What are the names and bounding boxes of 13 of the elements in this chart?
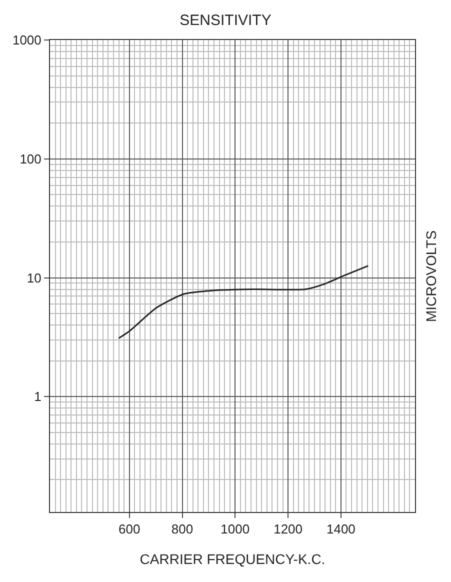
x-tick-label: 1000 <box>220 522 250 537</box>
x-axis-title: CARRIER FREQUENCY-K.C. <box>140 551 326 567</box>
y-tick-label: 10 <box>26 270 42 286</box>
y-tick-label: 100 <box>20 151 42 166</box>
line-series <box>118 265 369 339</box>
x-tick-label: 800 <box>171 522 194 537</box>
chart-title: SENSITIVITY <box>180 12 272 30</box>
x-tick-label: 1400 <box>326 522 356 537</box>
y-axis-title: MICROVOLTS <box>423 230 439 322</box>
x-tick-label: 1200 <box>274 522 302 537</box>
x-tick-label: 600 <box>118 522 140 537</box>
y-tick-label: 1000 <box>12 32 42 48</box>
y-tick-label: 1 <box>34 389 42 404</box>
